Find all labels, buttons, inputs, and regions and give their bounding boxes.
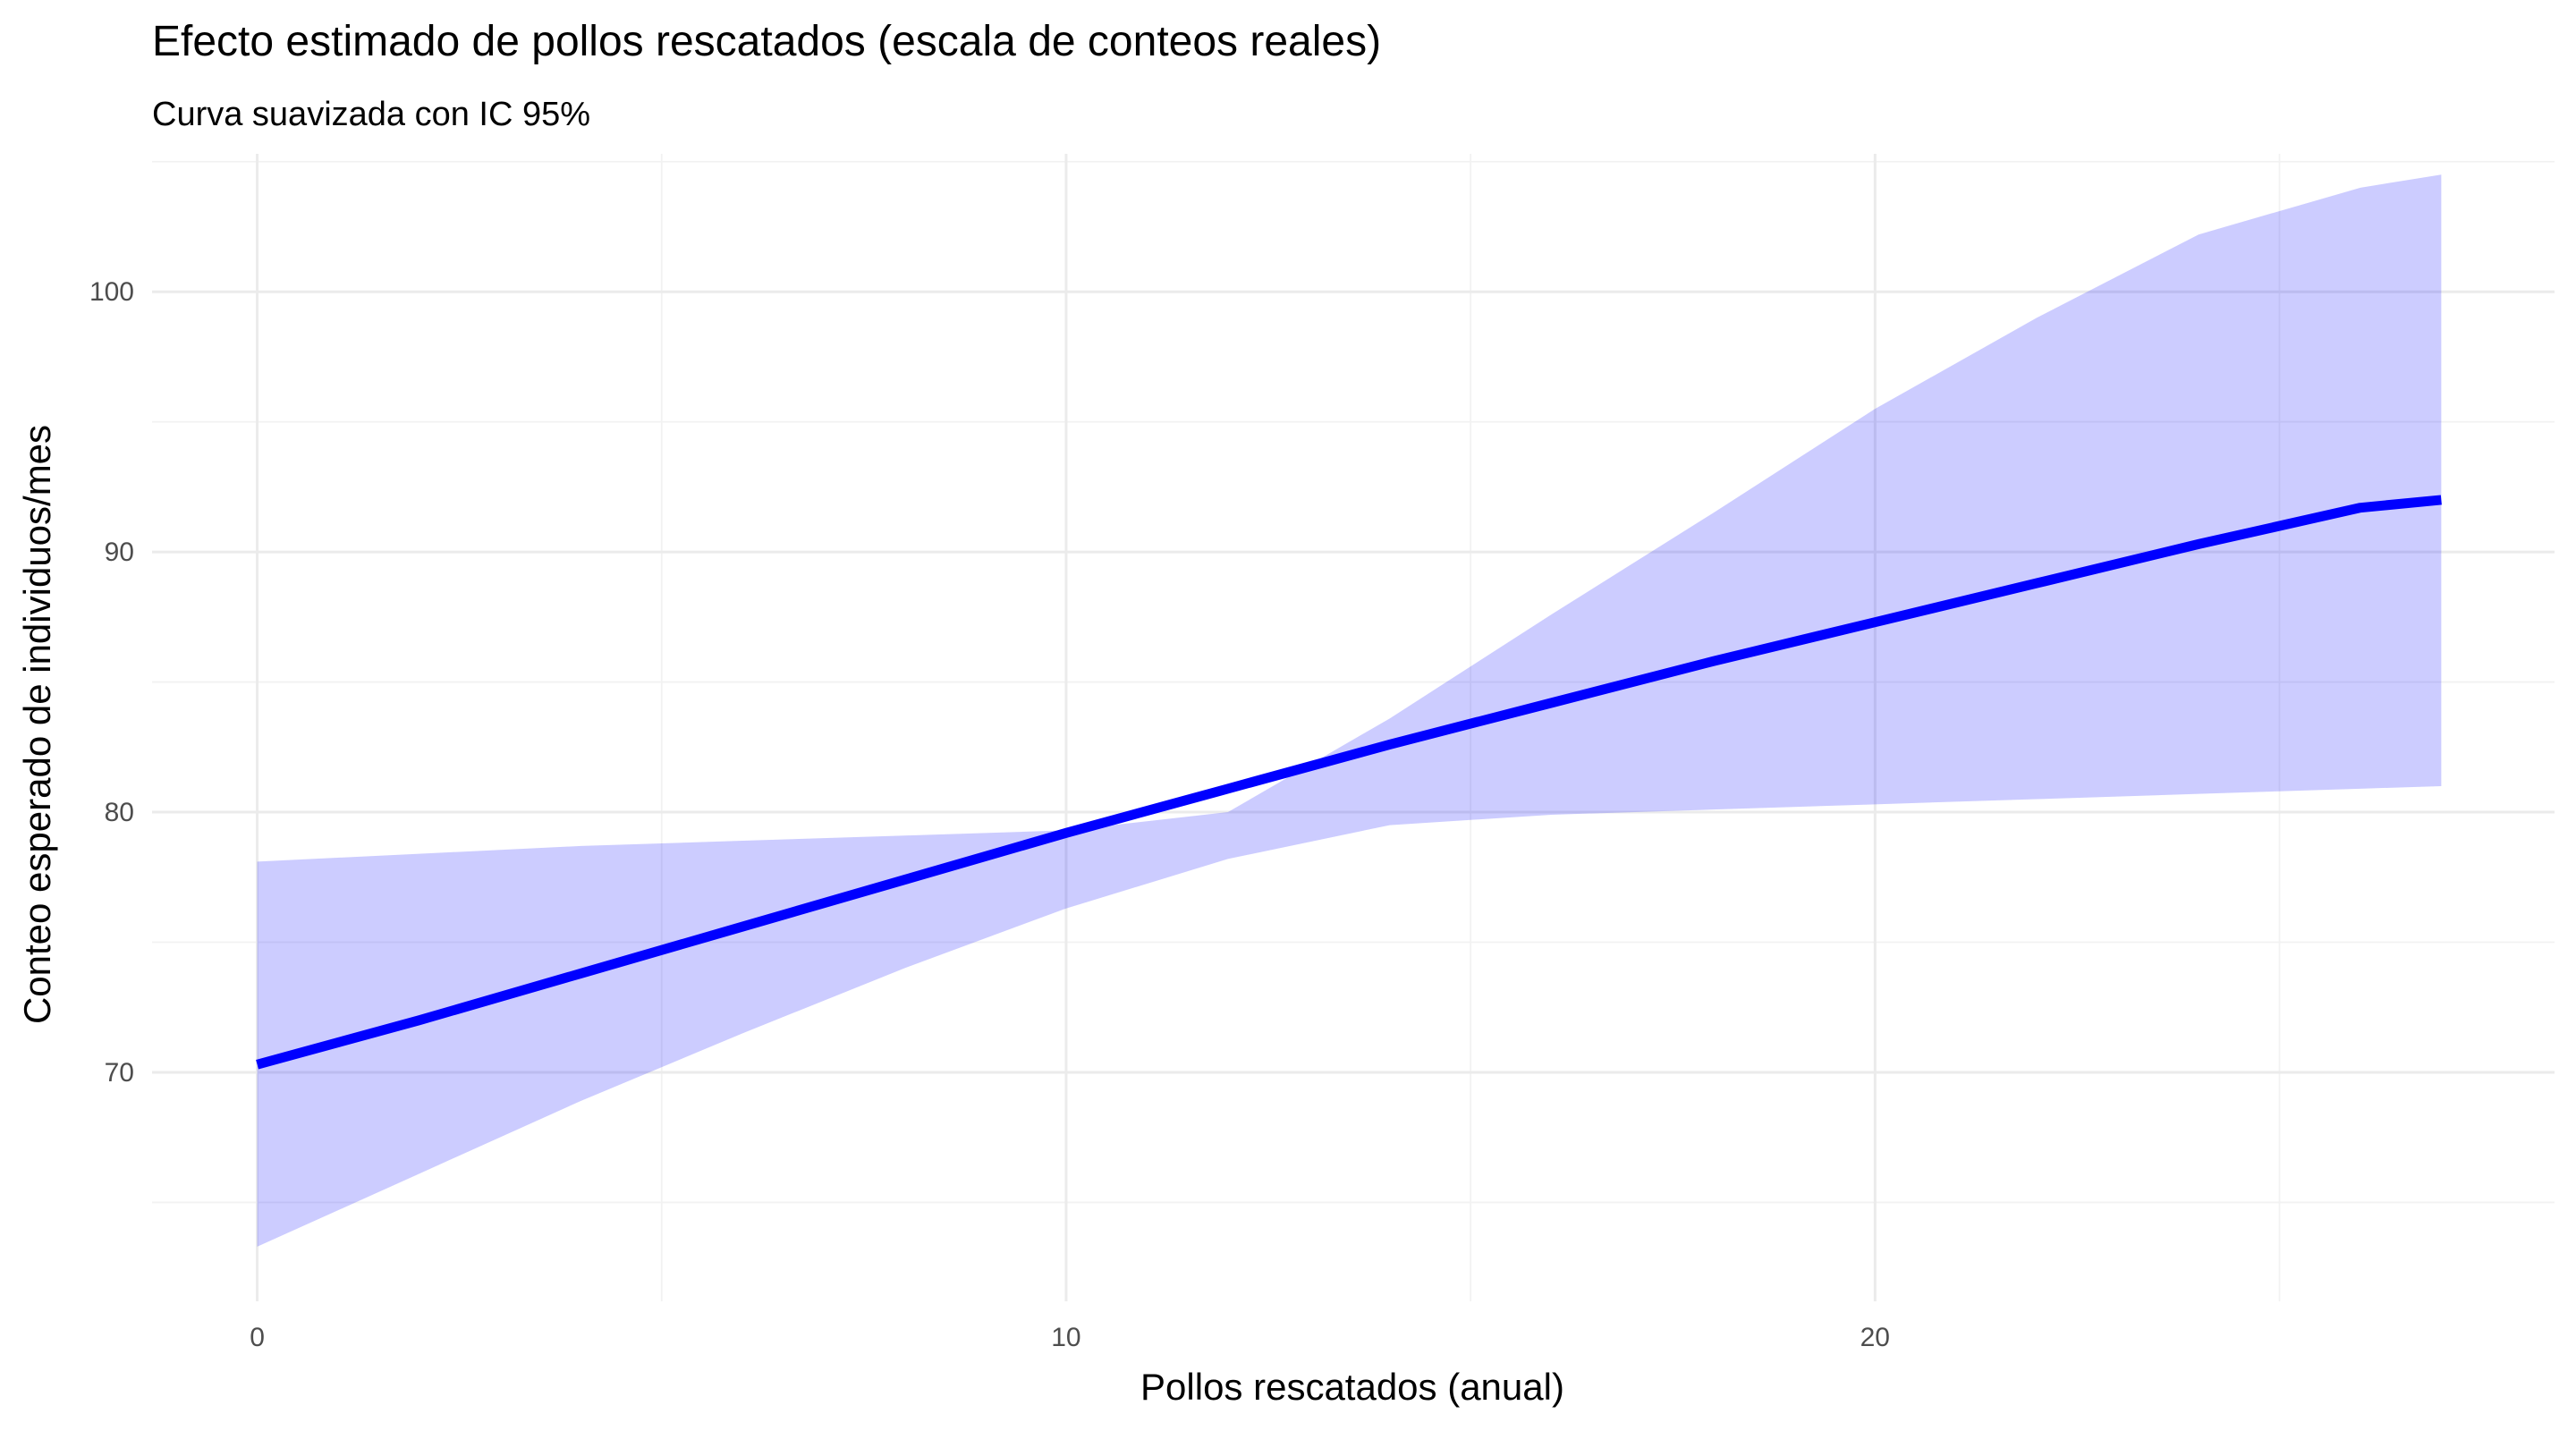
- x-axis: 0 10 20: [250, 1323, 1890, 1352]
- y-tick-label: 90: [105, 538, 134, 567]
- chart-subtitle: Curva suavizada con IC 95%: [152, 96, 590, 133]
- y-axis-title: Conteo esperado de individuos/mes: [16, 425, 58, 1024]
- y-tick-label: 80: [105, 798, 134, 827]
- chart-title: Efecto estimado de pollos rescatados (es…: [152, 18, 1381, 65]
- y-tick-label: 100: [89, 277, 134, 307]
- confidence-band: [257, 174, 2442, 1247]
- x-tick-label: 10: [1051, 1323, 1080, 1352]
- fit-line: [256, 495, 2442, 1070]
- x-tick-label: 0: [250, 1323, 265, 1352]
- y-axis: 70 80 90 100: [89, 277, 134, 1088]
- confidence-band-layer: [257, 174, 2442, 1247]
- y-tick-label: 70: [105, 1058, 134, 1088]
- x-tick-label: 20: [1860, 1323, 1890, 1352]
- fit-line-layer: [256, 495, 2442, 1070]
- x-axis-title: Pollos rescatados (anual): [1140, 1366, 1564, 1408]
